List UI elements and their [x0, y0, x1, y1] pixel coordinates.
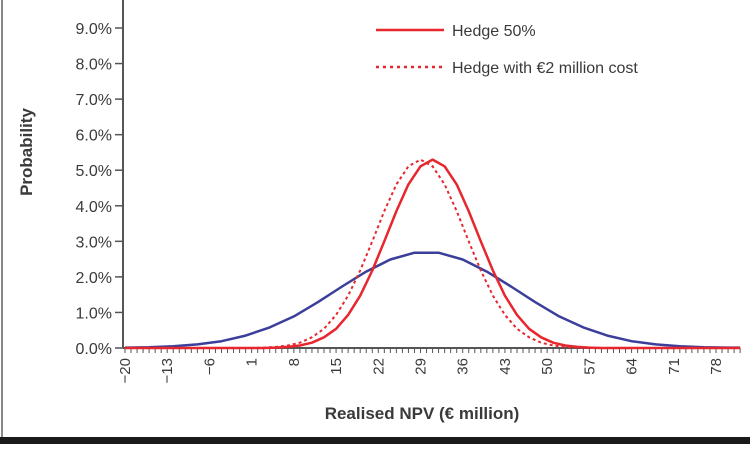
- x-tick-label: 57: [581, 358, 598, 375]
- series-group: [124, 158, 741, 350]
- y-tick-label: 3.0%: [76, 234, 112, 251]
- x-tick-label: 8: [286, 358, 303, 366]
- legend: Hedge 50% Hedge with €2 million cost: [376, 23, 638, 77]
- y-tick-label: 5.0%: [76, 163, 112, 180]
- x-tick-label: 36: [455, 358, 472, 375]
- y-tick-label: 7.0%: [76, 92, 112, 109]
- x-tick-label: 50: [539, 358, 556, 375]
- y-tick-label: 1.0%: [76, 305, 112, 322]
- y-tick-label: 2.0%: [76, 270, 112, 287]
- x-tick-label: 15: [328, 358, 345, 375]
- x-axis-label: Realised NPV (€ million): [325, 404, 520, 423]
- legend-label-hedge-cost: Hedge with €2 million cost: [452, 60, 638, 77]
- x-tick-label: 1: [244, 358, 261, 366]
- y-axis-label: Probability: [17, 108, 36, 196]
- y-tick-label: 4.0%: [76, 199, 112, 216]
- x-tick-label: −6: [201, 358, 218, 375]
- x-tick-label: 64: [624, 358, 641, 375]
- x-tick-label: −20: [117, 358, 134, 383]
- series-line-1: [125, 158, 741, 350]
- x-tick-label: 71: [666, 358, 683, 375]
- x-tick-label: 78: [708, 358, 725, 375]
- y-tick-label: 0.0%: [76, 341, 112, 358]
- axes: −20 −13 −6 1 8 15 22 29 36 43 50 57 64 71 78 0.0% 1.0% 2.…: [76, 0, 741, 383]
- x-tick-label: 22: [370, 358, 387, 375]
- x-tick-label: −13: [159, 358, 176, 383]
- bottom-rule: [0, 437, 750, 444]
- series-line-0: [124, 251, 741, 349]
- y-tick-label: 6.0%: [76, 128, 112, 145]
- y-tick-label: 8.0%: [76, 57, 112, 74]
- legend-label-hedge-50: Hedge 50%: [452, 23, 536, 40]
- y-tick-label: 9.0%: [76, 21, 112, 38]
- x-tick-label: 43: [497, 358, 514, 375]
- x-tick-label: 29: [413, 358, 430, 375]
